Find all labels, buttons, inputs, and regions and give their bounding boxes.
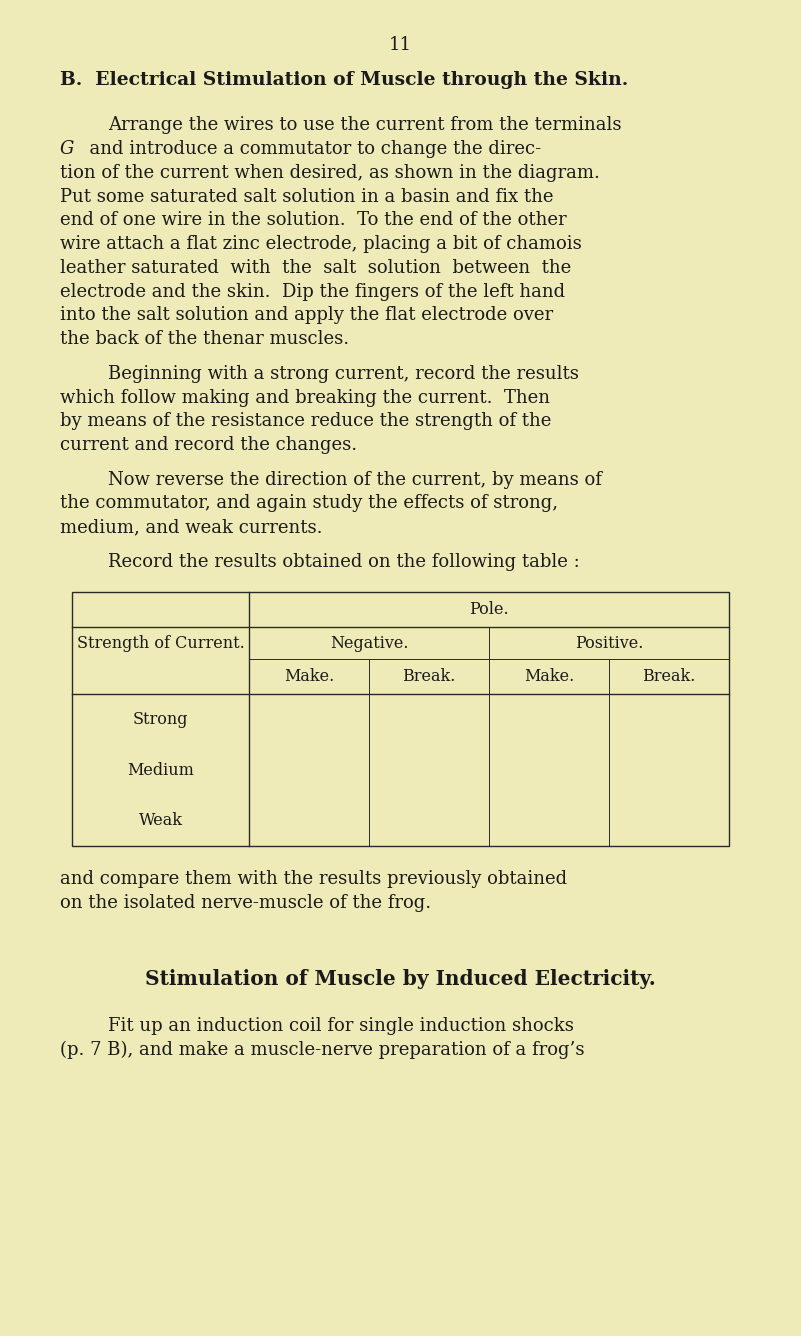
Text: the commutator, and again study the effects of strong,: the commutator, and again study the effe… <box>60 494 558 512</box>
Text: Break.: Break. <box>403 668 456 685</box>
Text: Positive.: Positive. <box>575 635 643 652</box>
Text: and compare them with the results previously obtained: and compare them with the results previo… <box>60 870 567 888</box>
Text: Arrange the wires to use the current from the terminals: Arrange the wires to use the current fro… <box>108 116 622 134</box>
Text: Now reverse the direction of the current, by means of: Now reverse the direction of the current… <box>108 470 602 489</box>
Text: medium, and weak currents.: medium, and weak currents. <box>60 518 323 536</box>
Text: Stimulation of Muscle by Induced Electricity.: Stimulation of Muscle by Induced Electri… <box>145 969 656 989</box>
Text: Pole.: Pole. <box>469 601 509 619</box>
Text: B.  Electrical Stimulation of Muscle through the Skin.: B. Electrical Stimulation of Muscle thro… <box>60 71 628 88</box>
Text: Put some saturated salt solution in a basin and fix the: Put some saturated salt solution in a ba… <box>60 187 553 206</box>
Text: Make.: Make. <box>284 668 335 685</box>
Text: tion of the current when desired, as shown in the diagram.: tion of the current when desired, as sho… <box>60 164 600 182</box>
Text: G: G <box>60 140 74 158</box>
Text: the back of the thenar muscles.: the back of the thenar muscles. <box>60 330 349 349</box>
Text: electrode and the skin.  Dip the fingers of the left hand: electrode and the skin. Dip the fingers … <box>60 283 566 301</box>
Text: current and record the changes.: current and record the changes. <box>60 436 357 454</box>
Text: leather saturated  with  the  salt  solution  between  the: leather saturated with the salt solution… <box>60 259 571 277</box>
Text: and introduce a commutator to change the direc-: and introduce a commutator to change the… <box>78 140 541 158</box>
Text: Strong: Strong <box>133 711 188 728</box>
Text: 11: 11 <box>389 36 412 53</box>
Text: Fit up an induction coil for single induction shocks: Fit up an induction coil for single indu… <box>108 1017 574 1034</box>
Text: Make.: Make. <box>524 668 574 685</box>
Text: Medium: Medium <box>127 762 194 779</box>
Text: end of one wire in the solution.  To the end of the other: end of one wire in the solution. To the … <box>60 211 566 230</box>
Text: on the isolated nerve-muscle of the frog.: on the isolated nerve-muscle of the frog… <box>60 894 431 912</box>
Text: Weak: Weak <box>139 812 183 830</box>
Text: wire attach a flat zinc electrode, placing a bit of chamois: wire attach a flat zinc electrode, placi… <box>60 235 582 253</box>
Text: Negative.: Negative. <box>330 635 409 652</box>
Text: Beginning with a strong current, record the results: Beginning with a strong current, record … <box>108 365 579 382</box>
Text: Strength of Current.: Strength of Current. <box>77 635 244 652</box>
Text: Break.: Break. <box>642 668 695 685</box>
Text: by means of the resistance reduce the strength of the: by means of the resistance reduce the st… <box>60 413 551 430</box>
Text: into the salt solution and apply the flat electrode over: into the salt solution and apply the fla… <box>60 306 553 325</box>
Text: which follow making and breaking the current.  Then: which follow making and breaking the cur… <box>60 389 550 406</box>
Bar <box>72 592 729 846</box>
Text: Record the results obtained on the following table :: Record the results obtained on the follo… <box>108 553 580 570</box>
Text: (p. 7 B), and make a muscle-nerve preparation of a frog’s: (p. 7 B), and make a muscle-nerve prepar… <box>60 1041 585 1058</box>
